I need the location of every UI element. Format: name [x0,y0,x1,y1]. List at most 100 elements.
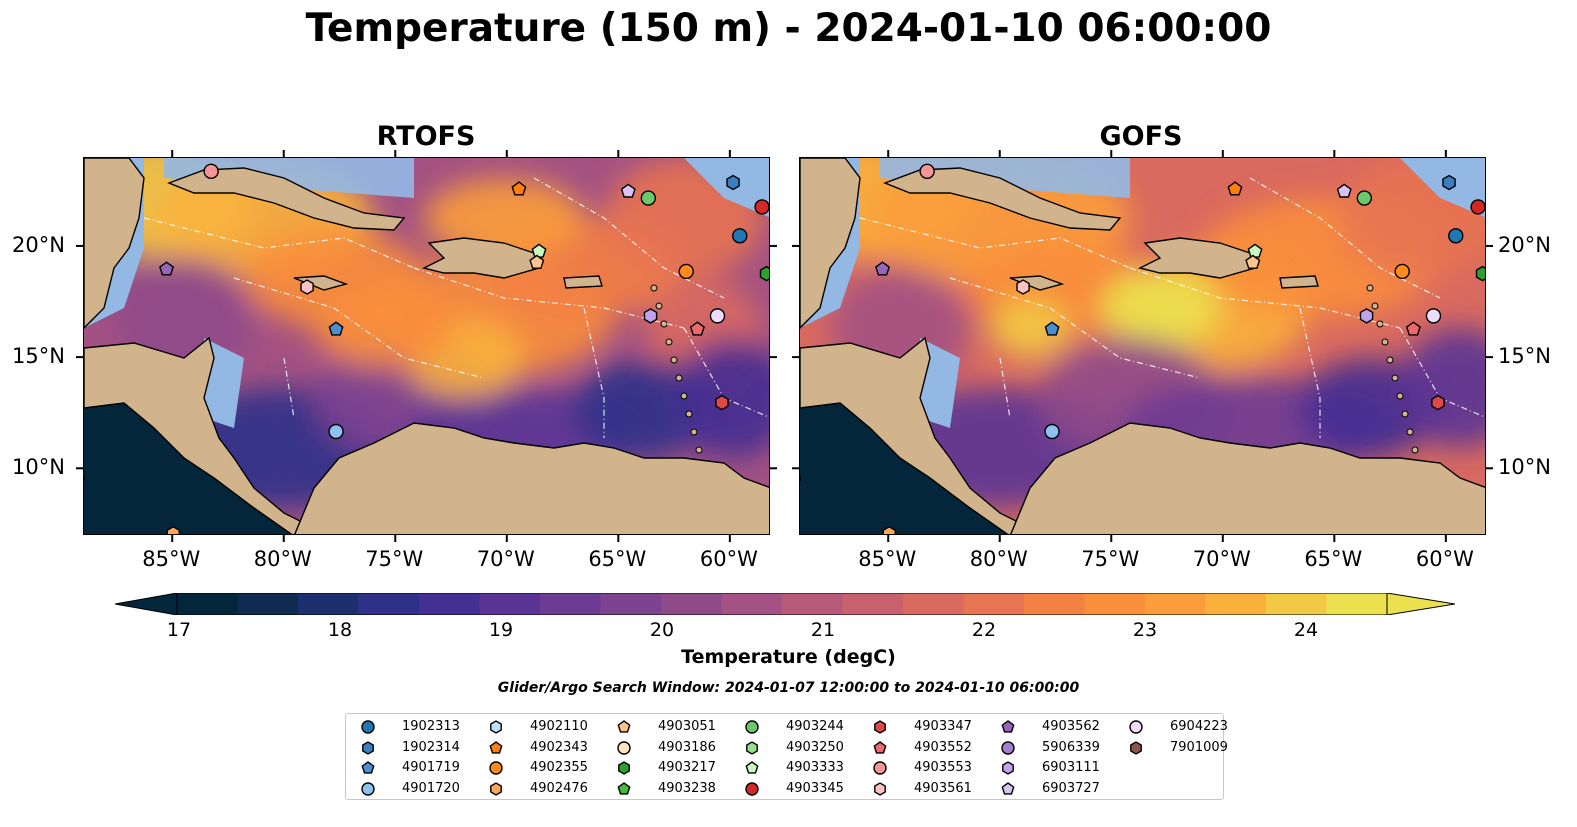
float-marker-4901719 [1044,321,1060,336]
land-south-america [1010,422,1485,534]
legend-marker-hexagon [490,781,502,796]
eez-boundary [1249,177,1441,299]
land-yucatan [800,158,861,329]
figure-title: Temperature (150 m) - 2024-01-10 06:00:0… [305,6,1272,51]
colorbar-extend-low [115,593,178,615]
legend-marker-shape [874,781,886,796]
shelf-cuba [880,158,1130,198]
legend-marker-shape [873,740,887,754]
legend-marker-hexagon [362,740,374,755]
colorbar-tick-label: 17 [166,619,192,641]
legend-label: 4903217 [658,760,716,775]
colorbar-extend-high [1386,593,1455,615]
float-marker-6904223 [709,308,726,324]
legend-marker-hexagon [874,720,886,734]
float-marker-4902476 [882,525,897,534]
float-marker-6904223 [1425,308,1442,324]
legend-label: 4903244 [786,719,844,734]
float-marker-4903552 [1405,321,1421,336]
colorbar-segment [237,593,299,615]
legend-marker-hexagon [490,720,502,734]
float-marker-6903727 [620,183,636,198]
legend-marker-shape [617,720,631,733]
float-marker-4903244 [1356,190,1373,206]
colorbar-tick-label: 22 [971,619,997,641]
shelf-atlantic [684,158,769,218]
legend-marker-shape [361,720,375,734]
legend-marker-shape [1002,761,1014,775]
eez-boundary [283,357,295,419]
legend-marker-shape [745,761,759,774]
float-marker-1902314 [1442,174,1456,191]
legend-marker-hexagon [1130,740,1142,755]
colorbar-segment [1024,593,1085,615]
lon-tick-label: 70°W [1192,547,1251,571]
legend-marker-shape [362,740,374,755]
colorbar-tick-label: 23 [1132,619,1158,641]
legend-marker-shape [617,781,631,795]
lon-tick-label: 75°W [1081,547,1140,571]
land-antilles-island [655,302,663,310]
float-marker-6903727 [1336,183,1352,198]
shelf-cuba [164,158,414,198]
eez-boundary [533,177,725,299]
legend-marker-pentagon [745,761,759,774]
float-marker-4903562 [875,261,891,276]
legend-marker-pentagon [617,781,631,795]
legend: 1902313 1902314 4901719 4901720 4902110 49023… [345,713,1228,800]
colorbar-segment [479,593,541,615]
legend-label: 4902476 [530,780,588,796]
float-marker-4902355 [678,263,694,280]
legend-label: 5906339 [1042,739,1100,755]
map-panel-rtofs [83,157,770,535]
float-marker-4903244 [640,190,657,206]
lon-tick-label: 70°W [476,547,535,571]
legend-label: 1902313 [402,719,460,734]
legend-marker-hexagon [746,740,758,755]
eez-boundary [949,277,1201,379]
colorbar-segment [1084,593,1146,615]
colorbar-outline [176,593,1388,615]
shelf-atlantic [1400,158,1485,218]
float-marker-4902343 [1227,181,1243,196]
land-antilles-island [680,392,688,400]
legend-marker-hexagon [874,781,886,796]
lon-tick-label: 60°W [699,547,758,571]
float-marker-4903051 [529,254,545,269]
land-antilles-island [665,338,673,346]
axis-ticks [76,150,1493,542]
legend-marker-circle [361,720,375,734]
eez-boundary [859,217,1131,269]
lat-tick-label: 15°N [1498,344,1551,369]
legend-marker-shape [490,720,502,734]
legend-marker-pentagon [361,761,375,774]
land-antilles-island [1366,284,1374,292]
legend-label: 4903051 [658,719,716,734]
colorbar-tick-label: 21 [810,619,836,641]
legend-label: 4903552 [914,739,972,755]
colorbar-segment [358,593,420,615]
colorbar-segment [1266,593,1327,615]
float-marker-4902355 [1394,263,1410,280]
colorbar [115,593,1455,615]
land-antilles-island [1411,446,1419,454]
colorbar-segment [842,593,904,615]
float-marker-4903345 [754,199,769,215]
land-antilles-island [1371,302,1379,310]
colorbar-segment [177,593,238,615]
legend-label: 4903186 [658,739,716,755]
legend-marker-circle [617,740,631,755]
legend-label: 4903333 [786,760,844,775]
legend-marker-shape [361,781,375,796]
colorbar-segment [600,593,662,615]
legend-label: 6903727 [1042,780,1100,796]
lat-tick-label: 20°N [1498,232,1551,257]
float-marker-4902343 [511,181,527,196]
float-marker-4902476 [166,525,181,534]
land-puerto-rico [563,275,603,289]
legend-marker-shape [873,761,887,775]
legend-marker-shape [1001,720,1015,733]
land-antilles-island [650,284,658,292]
legend-label: 4901720 [402,780,460,796]
float-marker-4903561 [1016,279,1030,295]
